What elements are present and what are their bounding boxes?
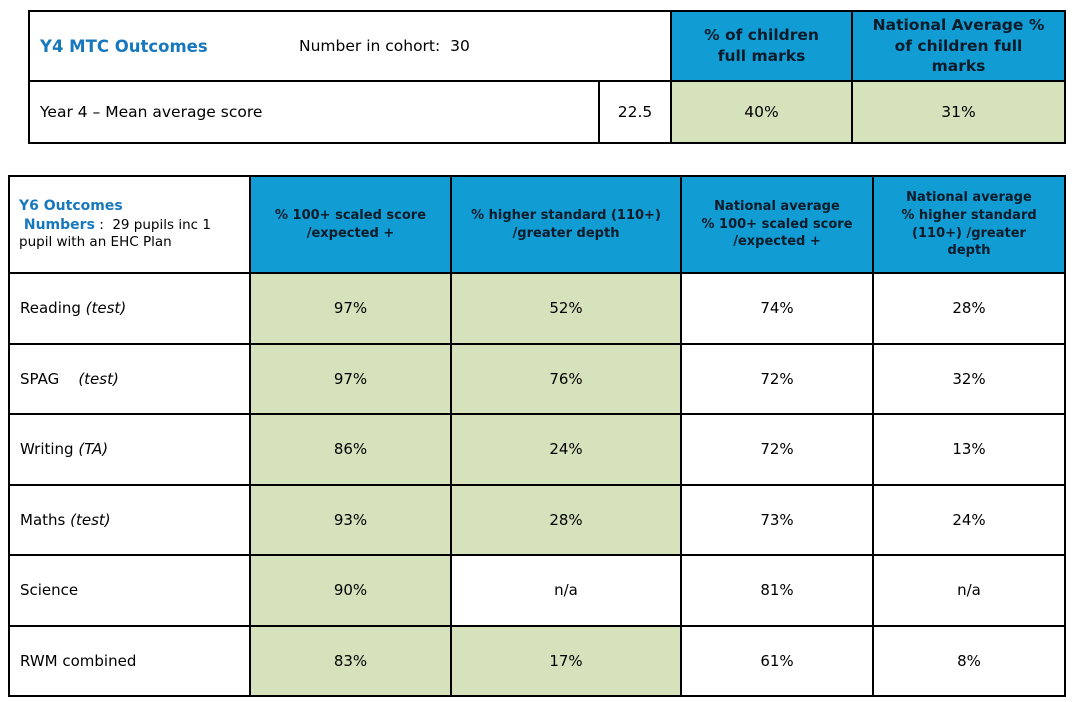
science-higher-standard-cell: n/a [450, 554, 682, 627]
y6-header-row: Y6 Outcomes Numbers : 29 pupils inc 1 pu… [8, 175, 1066, 274]
y6-numbers-line-continued: pupil with an EHC Plan [19, 234, 172, 251]
rwm-national-scaled-cell: 61% [680, 624, 874, 697]
col-header-scaled-score: % 100+ scaled score /expected + [249, 175, 452, 274]
y6-outcomes-table: Y6 Outcomes Numbers : 29 pupils inc 1 pu… [8, 175, 1066, 697]
row-label-writing: Writing (TA) [8, 413, 251, 486]
row-label-maths: Maths (test) [8, 483, 251, 556]
writing-national-higher-cell: 13% [872, 413, 1066, 486]
table-row-science: Science 90% n/a 81% n/a [8, 554, 1066, 627]
science-national-higher-cell: n/a [872, 554, 1066, 627]
y6-title-cell: Y6 Outcomes Numbers : 29 pupils inc 1 pu… [8, 175, 251, 274]
science-scaled-score-cell: 90% [249, 554, 452, 627]
col-header-full-marks: % of children full marks [670, 10, 853, 82]
writing-scaled-score-cell: 86% [249, 413, 452, 486]
table-row-writing: Writing (TA) 86% 24% 72% 13% [8, 413, 1066, 486]
maths-national-scaled-cell: 73% [680, 483, 874, 556]
spag-national-higher-cell: 32% [872, 342, 1066, 415]
maths-scaled-score-cell: 93% [249, 483, 452, 556]
y4-title-cell: Y4 MTC Outcomes Number in cohort: 30 [28, 10, 672, 82]
table-row-spag: SPAG (test) 97% 76% 72% 32% [8, 342, 1066, 415]
y4-mtc-table: Y4 MTC Outcomes Number in cohort: 30 % o… [28, 10, 1066, 144]
reading-national-higher-cell: 28% [872, 272, 1066, 345]
row-label-rwm-combined: RWM combined [8, 624, 251, 697]
col-header-higher-standard: % higher standard (110+) /greater depth [450, 175, 682, 274]
y4-row-label: Year 4 – Mean average score [28, 80, 600, 144]
col-header-national-higher-standard: National average % higher standard (110+… [872, 175, 1066, 274]
y4-data-row: Year 4 – Mean average score 22.5 40% 31% [28, 80, 1066, 144]
reading-higher-standard-cell: 52% [450, 272, 682, 345]
reading-national-scaled-cell: 74% [680, 272, 874, 345]
row-label-spag: SPAG (test) [8, 342, 251, 415]
science-national-scaled-cell: 81% [680, 554, 874, 627]
table-row-maths: Maths (test) 93% 28% 73% 24% [8, 483, 1066, 556]
table-row-rwm-combined: RWM combined 83% 17% 61% 8% [8, 624, 1066, 697]
writing-higher-standard-cell: 24% [450, 413, 682, 486]
y4-table-title: Y4 MTC Outcomes [40, 36, 208, 56]
rwm-scaled-score-cell: 83% [249, 624, 452, 697]
y6-numbers-line: Numbers : 29 pupils inc 1 [19, 216, 211, 233]
spag-national-scaled-cell: 72% [680, 342, 874, 415]
y4-header-row: Y4 MTC Outcomes Number in cohort: 30 % o… [28, 10, 1066, 82]
spag-scaled-score-cell: 97% [249, 342, 452, 415]
mean-score-cell: 22.5 [598, 80, 672, 144]
table-row-reading: Reading (test) 97% 52% 74% 28% [8, 272, 1066, 345]
col-header-national-scaled-score: National average % 100+ scaled score /ex… [680, 175, 874, 274]
y6-table-title: Y6 Outcomes [19, 198, 123, 215]
maths-national-higher-cell: 24% [872, 483, 1066, 556]
national-average-value-cell: 31% [851, 80, 1066, 144]
writing-national-scaled-cell: 72% [680, 413, 874, 486]
maths-higher-standard-cell: 28% [450, 483, 682, 556]
reading-scaled-score-cell: 97% [249, 272, 452, 345]
col-header-national-average-full-marks: National Average % of children full mark… [851, 10, 1066, 82]
rwm-national-higher-cell: 8% [872, 624, 1066, 697]
row-label-science: Science [8, 554, 251, 627]
row-label-reading: Reading (test) [8, 272, 251, 345]
cohort-count-label: Number in cohort: 30 [299, 37, 470, 55]
full-marks-value-cell: 40% [670, 80, 853, 144]
spag-higher-standard-cell: 76% [450, 342, 682, 415]
rwm-higher-standard-cell: 17% [450, 624, 682, 697]
